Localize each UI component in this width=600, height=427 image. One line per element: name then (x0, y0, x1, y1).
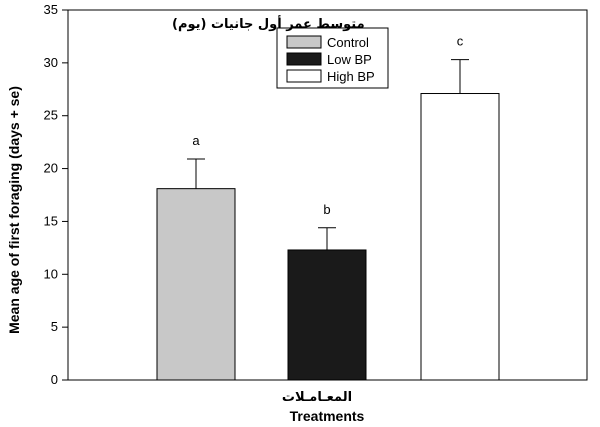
legend-label: Control (327, 35, 369, 50)
y-tick-label: 5 (51, 319, 58, 334)
chart-legend: Control Low BP High BP (276, 27, 389, 89)
y-tick-label: 10 (44, 266, 58, 281)
y-axis-title-arabic: متوسط عمر أول جانيات (يوم) (172, 15, 365, 32)
bar-control (156, 188, 236, 381)
y-tick-label: 15 (44, 213, 58, 228)
y-tick-label: 0 (51, 372, 58, 387)
x-axis-title-arabic: المعـامـلات (282, 390, 352, 405)
legend-label: Low BP (327, 52, 372, 67)
legend-swatch (286, 35, 322, 49)
bar-high-bp (420, 93, 500, 381)
legend-label: High BP (327, 69, 375, 84)
significance-label: c (457, 34, 464, 49)
chart-bars: a b c (156, 34, 500, 381)
y-tick-label: 25 (44, 108, 58, 123)
legend-swatch (286, 52, 322, 66)
y-tick-label: 20 (44, 161, 58, 176)
y-tick-label: 30 (44, 55, 58, 70)
significance-label: a (192, 133, 200, 148)
x-axis-title: Treatments (290, 408, 365, 424)
legend-swatch (286, 69, 322, 83)
y-tick-label: 35 (44, 2, 58, 17)
y-axis-title: Mean age of first foraging (days + se) (6, 86, 22, 334)
significance-label: b (323, 202, 330, 217)
bar-low-bp (287, 249, 367, 381)
